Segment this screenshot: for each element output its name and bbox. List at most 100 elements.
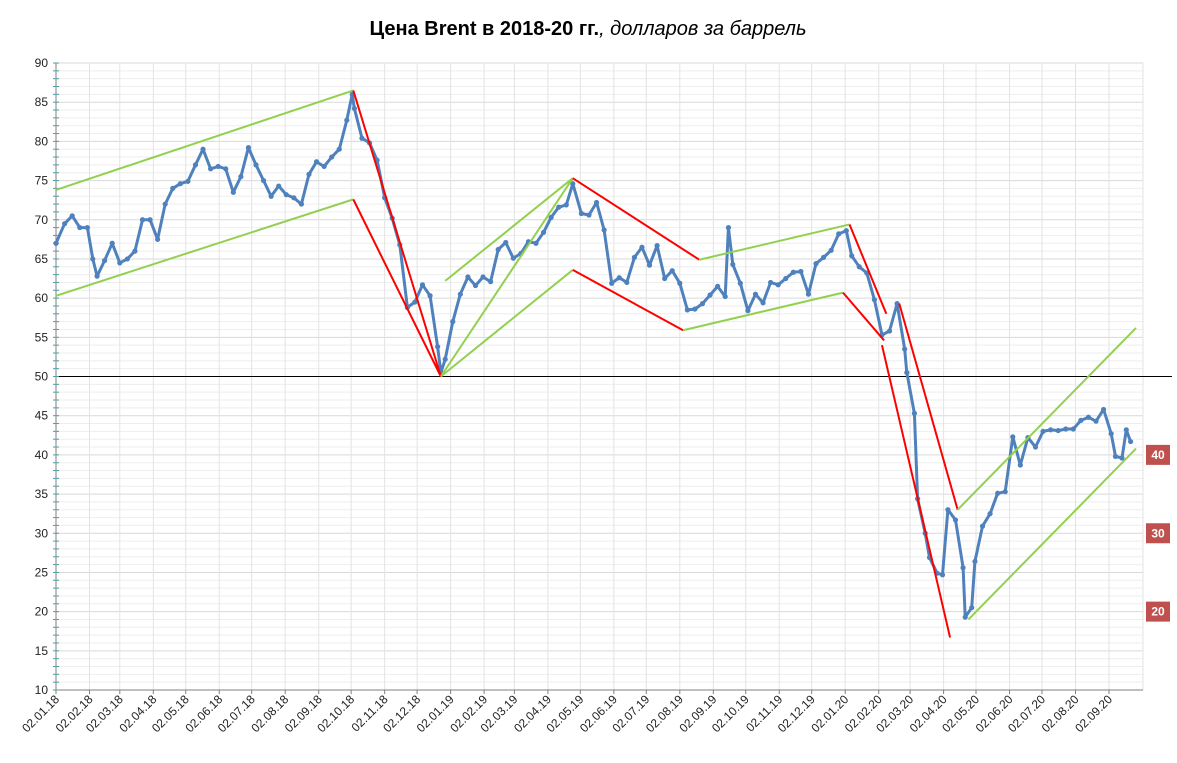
- level-badge: 40: [1146, 444, 1170, 465]
- trend-line-red: [572, 177, 700, 261]
- price-point: [147, 217, 153, 223]
- price-point: [601, 227, 607, 233]
- price-point: [783, 275, 789, 282]
- price-point: [192, 162, 199, 168]
- price-point: [979, 523, 986, 529]
- trend-line-green: [682, 291, 844, 332]
- y-tick-label: 90: [35, 56, 49, 70]
- price-point: [654, 243, 660, 249]
- price-point: [53, 240, 59, 246]
- y-tick-label: 80: [35, 134, 49, 148]
- price-point: [1048, 427, 1054, 433]
- price-point: [624, 279, 630, 286]
- price-point: [805, 291, 812, 297]
- price-point: [442, 356, 448, 362]
- price-point: [427, 293, 433, 299]
- price-point: [775, 282, 781, 288]
- price-point: [155, 236, 161, 242]
- price-point: [298, 201, 305, 207]
- chart-title-italic: , долларов за баррель: [599, 18, 806, 40]
- price-point: [699, 301, 706, 307]
- trend-line-red: [880, 344, 952, 638]
- price-point: [207, 166, 214, 172]
- price-point: [306, 171, 312, 177]
- trend-line-green: [699, 223, 850, 261]
- y-tick-label: 40: [35, 448, 49, 462]
- y-tick-label: 35: [35, 487, 49, 501]
- price-point: [902, 346, 908, 352]
- y-tick-label: 45: [35, 409, 49, 423]
- price-point: [488, 279, 494, 285]
- y-axis-ticks: 10 15 20 25 30 35 40 45 50 55 60 65 70 75 80 85 90: [35, 56, 49, 697]
- price-point: [856, 264, 862, 270]
- price-point: [329, 154, 335, 160]
- y-tick-label: 55: [35, 330, 49, 344]
- y-tick-label: 15: [35, 644, 49, 658]
- x-tick-label: 02.09.20: [1072, 692, 1115, 735]
- price-point: [1128, 438, 1134, 445]
- price-point: [465, 274, 471, 280]
- y-tick-label: 50: [35, 370, 49, 384]
- price-point: [692, 306, 698, 312]
- price-point: [1112, 453, 1119, 460]
- price-point: [820, 254, 827, 260]
- axes: [53, 62, 1143, 691]
- price-point: [291, 195, 297, 201]
- price-point: [1017, 462, 1023, 468]
- price-point: [737, 280, 743, 286]
- price-point: [1078, 417, 1084, 423]
- price-point: [238, 174, 244, 180]
- price-point: [69, 213, 75, 219]
- price-point: [90, 256, 96, 262]
- price-point: [230, 189, 236, 195]
- price-point: [321, 163, 327, 170]
- price-point: [503, 239, 509, 246]
- trend-line-green: [967, 447, 1137, 621]
- trend-line-green: [444, 177, 574, 282]
- trend-line-red: [898, 303, 959, 511]
- price-point: [871, 297, 877, 303]
- price-point: [790, 269, 796, 275]
- price-point: [616, 275, 622, 281]
- price-point: [162, 201, 168, 207]
- price-point: [972, 558, 978, 565]
- price-point: [283, 192, 289, 198]
- price-point: [760, 300, 766, 306]
- price-point: [1070, 426, 1076, 432]
- price-point: [480, 274, 486, 280]
- price-point: [223, 166, 229, 172]
- price-point: [253, 162, 259, 168]
- price-point: [593, 199, 600, 206]
- price-point: [450, 319, 456, 325]
- price-point: [995, 490, 1001, 496]
- price-point: [725, 224, 732, 231]
- level-badge-box: [1146, 601, 1170, 622]
- trend-line-green: [55, 198, 354, 297]
- price-point: [435, 344, 441, 350]
- price-point: [849, 253, 855, 259]
- price-point: [1032, 444, 1039, 450]
- price-point: [1093, 418, 1099, 424]
- price-point: [730, 261, 736, 268]
- price-point: [960, 565, 966, 571]
- price-point: [828, 247, 834, 253]
- price-point: [752, 291, 759, 297]
- y-tick-label: 65: [35, 252, 49, 266]
- price-point: [639, 244, 645, 250]
- price-series: [53, 91, 1134, 620]
- price-point: [662, 275, 668, 282]
- price-point: [1100, 406, 1107, 413]
- price-point: [540, 229, 547, 235]
- price-point: [1010, 434, 1016, 440]
- trend-line-red: [352, 198, 442, 377]
- level-badge: 20: [1146, 601, 1170, 622]
- price-point: [798, 268, 804, 275]
- trend-line-green: [956, 327, 1137, 511]
- price-point: [1063, 426, 1069, 432]
- price-point: [77, 224, 83, 231]
- price-point: [911, 410, 918, 416]
- price-point: [677, 280, 683, 286]
- level-badge-box: [1146, 444, 1170, 465]
- price-point: [886, 328, 893, 334]
